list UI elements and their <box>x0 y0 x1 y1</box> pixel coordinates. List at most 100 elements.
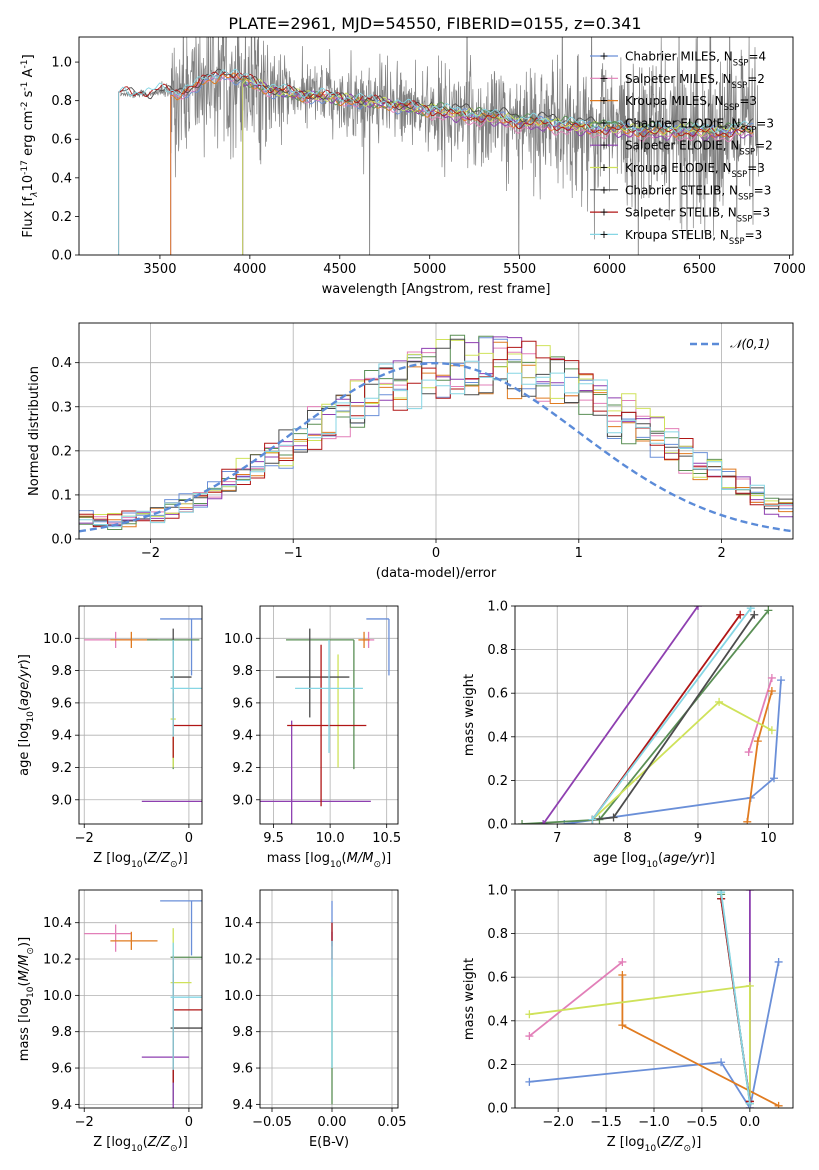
y-tick-label: 9.0 <box>232 793 253 808</box>
mass-weight-point <box>525 1077 534 1086</box>
mass-weight-point <box>774 1101 783 1108</box>
y-axis-label: mass weight <box>462 674 477 756</box>
legend-marker: + <box>599 206 608 219</box>
mass-weight-point <box>743 817 752 824</box>
histogram-plot <box>79 334 793 539</box>
mass-weight-point <box>764 606 773 615</box>
normal-curve <box>79 361 793 533</box>
mass-weight-line-chabrier-stelib <box>592 614 756 821</box>
x-axis-label: Z [log10(Z/Z⊙)] <box>607 1135 702 1154</box>
y-tick-label: 0.4 <box>487 1014 508 1029</box>
y-tick-label: 10.4 <box>43 916 72 931</box>
x-tick-label: 3500 <box>143 262 176 277</box>
legend-label: Salpeter MILES, NSSP=2 <box>625 72 765 90</box>
legend-marker: + <box>599 116 608 129</box>
x-tick-label: 0.00 <box>318 1115 347 1130</box>
mass-weight-line-chabrier-miles <box>529 961 780 1108</box>
mass-weight-point <box>717 1058 726 1067</box>
mass-weight-point <box>518 820 527 824</box>
x-axis-label: Z [log10(Z/Z⊙)] <box>93 1135 188 1154</box>
Z_vs_mass-plot <box>84 900 202 1108</box>
mass-weight-point <box>539 820 548 824</box>
y-axis-label: Flux [fλ10-17 erg cm-2 s-1 A-1] <box>20 54 40 237</box>
axes-frame <box>259 605 399 825</box>
mass-weight-point <box>618 971 627 980</box>
y-tick-label: 10.0 <box>43 632 72 647</box>
y-tick-label: 9.6 <box>51 696 72 711</box>
x-tick-label: 4000 <box>233 262 266 277</box>
x-tick-label: 9.5 <box>263 831 284 846</box>
mass-weight-point <box>745 1099 754 1108</box>
mass-weight-line-salpeter-miles <box>747 677 773 753</box>
y-tick-label: 0.8 <box>487 927 508 942</box>
y-tick-label: 10.0 <box>224 632 253 647</box>
Z_vs_mass-axes: −2 0 9.4 9.6 9.8 10.0 10.2 10.4 Z [log10(Z/Z⊙)] m… <box>17 890 202 1154</box>
mass-weight-line-kroupa-miles <box>621 975 780 1107</box>
model-spectrum-chabrier-stelib <box>118 68 754 255</box>
y-axis-label: mass weight <box>462 958 477 1040</box>
mass-weight-point <box>774 957 783 966</box>
legend-label: Chabrier ELODIE, NSSP=3 <box>625 116 774 134</box>
x-axis-label: (data-model)/error <box>376 566 497 581</box>
x-tick-label: 9 <box>694 831 702 846</box>
x-tick-label: −2 <box>141 546 160 561</box>
axes-frame <box>514 889 794 1109</box>
y-tick-label: 9.4 <box>232 1098 253 1113</box>
mass-weight-point <box>609 813 618 822</box>
axes-frame <box>78 889 203 1109</box>
Z_mass_weight-plot <box>525 890 783 1108</box>
y-tick-label: 0.0 <box>51 249 72 264</box>
mass-weight-line-salpeter-miles <box>528 961 623 1037</box>
y-tick-label: 0.2 <box>51 210 72 225</box>
y-tick-label: 1.0 <box>51 56 72 71</box>
y-tick-label: 9.2 <box>51 761 72 776</box>
EBV_vs_mass-axes: −0.05 0.00 0.05 9.4 9.6 9.8 10.0 10.2 10.4 E(B-V) <box>224 890 406 1150</box>
x-axis-label: E(B-V) <box>309 1135 349 1150</box>
x-tick-label: 6000 <box>593 262 626 277</box>
legend-marker: + <box>599 161 608 174</box>
y-tick-label: 0.0 <box>487 1102 508 1117</box>
legend-label: Chabrier MILES, NSSP=4 <box>625 50 766 68</box>
y-tick-label: 0.4 <box>487 730 508 745</box>
y-tick-label: 0.3 <box>51 400 72 415</box>
y-tick-label: 9.4 <box>51 1098 72 1113</box>
legend-marker: + <box>599 139 608 152</box>
mass-weight-line-kroupa-elodie <box>529 984 751 1104</box>
y-tick-label: 9.4 <box>51 729 72 744</box>
y-tick-label: 0.6 <box>487 971 508 986</box>
x-tick-label: 7 <box>553 831 561 846</box>
mass-weight-point <box>588 815 597 824</box>
y-tick-label: 9.8 <box>232 1025 253 1040</box>
x-tick-label: −1.5 <box>590 1115 622 1130</box>
mass-weight-line-kroupa-stelib <box>720 892 751 1104</box>
axes-frame <box>78 322 794 540</box>
mass-weight-point <box>746 606 755 613</box>
x-tick-label: 6500 <box>683 262 716 277</box>
legend-label: Salpeter ELODIE, NSSP=2 <box>625 139 773 157</box>
mass-weight-point <box>525 1032 534 1041</box>
mass-weight-point <box>777 676 786 685</box>
x-tick-label: −2 <box>75 831 94 846</box>
mass-weight-point <box>715 697 724 706</box>
y-tick-label: 10.0 <box>43 989 72 1004</box>
y-axis-label: mass [log10(M/M⊙)] <box>17 937 36 1061</box>
model-spectrum-kroupa-stelib <box>118 68 754 255</box>
y-axis-label: Normed distribution <box>27 366 42 496</box>
x-axis-label: mass [log10(M/M⊙)] <box>267 851 391 870</box>
mass-weight-point <box>769 774 778 783</box>
x-tick-label: −2 <box>75 1115 94 1130</box>
y-axis-label: age [log10(age/yr)] <box>17 654 36 776</box>
axes-frame <box>259 889 399 1109</box>
y-tick-label: 10.4 <box>224 916 253 931</box>
y-tick-label: 0.4 <box>51 356 72 371</box>
mass-weight-point <box>767 726 776 735</box>
residual_distribution-axes: −2 −1 0 1 2 0.0 0.1 0.2 0.3 0.4 (data-model)/error… <box>27 323 793 581</box>
x-tick-label: −1 <box>284 546 303 561</box>
x-tick-label: 1 <box>575 546 583 561</box>
x-tick-label: 10.0 <box>316 831 345 846</box>
y-tick-label: 9.0 <box>51 793 72 808</box>
legend-label: Kroupa MILES, NSSP=3 <box>625 94 757 112</box>
axes-frame <box>78 605 203 825</box>
y-tick-label: 0.6 <box>487 687 508 702</box>
